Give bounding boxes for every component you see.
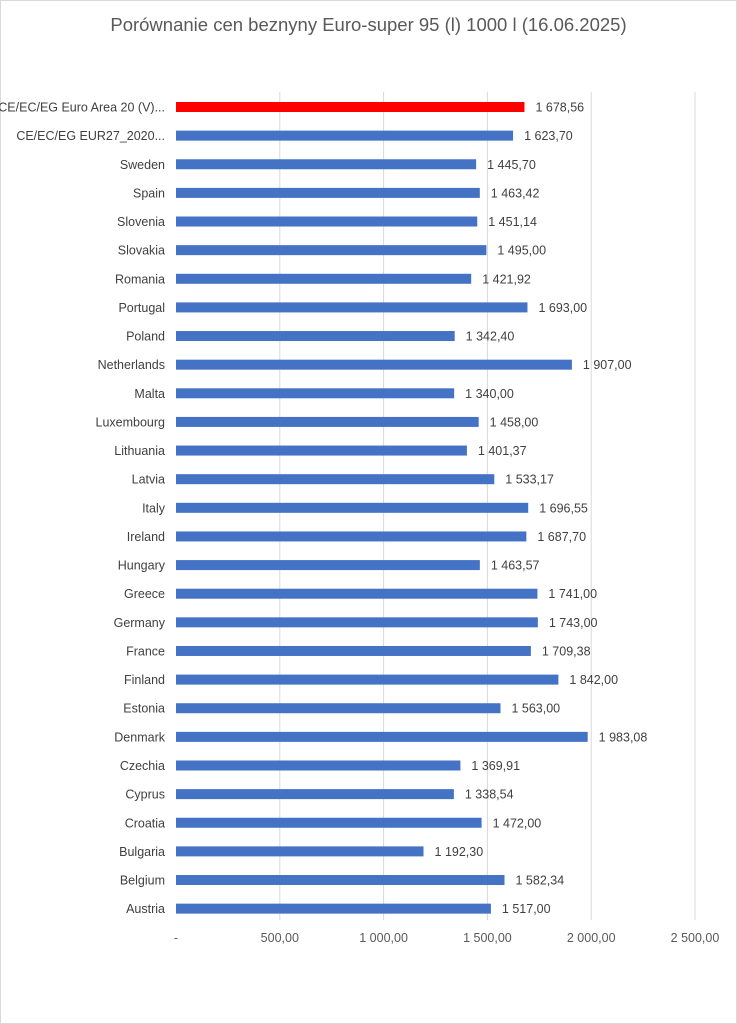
bar [176,645,531,656]
x-tick-label: 1 000,00 [359,931,408,945]
bar [176,159,477,170]
bar [176,502,529,513]
bar [176,388,455,399]
category-label: Luxembourg [96,415,166,429]
x-tick-label: 1 500,00 [463,931,512,945]
category-label: Romania [115,272,165,286]
bar [176,216,478,227]
bar [176,703,501,714]
category-label: CE/EC/EG EUR27_2020... [16,129,165,143]
bar [176,102,525,112]
category-label: Slovenia [117,215,165,229]
category-label: France [126,644,165,658]
data-label: 1 709,38 [542,644,591,658]
bar [176,416,479,427]
category-label: Italy [142,501,166,515]
category-label: Ireland [127,530,165,544]
bar [176,617,538,628]
bar [176,331,455,342]
bar [176,130,514,141]
category-label: Germany [114,616,166,630]
category-label: Czechia [120,759,165,773]
category-label: Slovakia [118,244,165,258]
data-label: 1 192,30 [435,845,484,859]
data-label: 1 741,00 [548,587,597,601]
bar [176,245,487,256]
bar [176,474,495,485]
data-label: 1 463,42 [491,186,540,200]
bar [176,560,480,571]
data-label: 1 623,70 [524,129,573,143]
data-label: 1 401,37 [478,444,527,458]
bar [176,588,538,599]
category-label: Hungary [118,559,166,573]
data-label: 1 495,00 [497,244,546,258]
data-label: 1 458,00 [490,415,539,429]
data-label: 1 842,00 [569,673,618,687]
bar [176,674,559,685]
data-label: 1 693,00 [538,301,587,315]
category-label: Sweden [120,158,165,172]
data-label: 1 533,17 [505,473,554,487]
category-label: Bulgaria [119,845,165,859]
category-label: Estonia [123,702,165,716]
bar [176,760,461,771]
data-label: 1 369,91 [471,759,520,773]
data-label: 1 582,34 [515,874,564,888]
category-label: Denmark [114,730,165,744]
data-label: 1 342,40 [466,330,515,344]
bar [176,875,505,886]
category-label: Belgium [120,874,165,888]
category-label: Malta [134,387,165,401]
data-label: 1 743,00 [549,616,598,630]
bar [176,531,527,542]
bar [176,187,480,198]
chart-title: Porównanie cen beznyny Euro-super 95 (l)… [110,14,627,35]
bar [176,789,454,800]
bar [176,359,572,370]
category-label: Cyprus [125,788,165,802]
data-label: 1 338,54 [465,788,514,802]
category-label: CE/EC/EG Euro Area 20 (V)... [0,101,165,115]
bar [176,903,491,914]
bar [176,817,482,828]
category-label: Netherlands [98,358,165,372]
bar [176,302,528,313]
category-label: Portugal [118,301,165,315]
category-label: Latvia [132,473,165,487]
bar [176,445,467,456]
data-label: 1 517,00 [502,902,551,916]
bar [176,846,424,857]
data-label: 1 445,70 [487,158,536,172]
x-tick-label: 2 000,00 [567,931,616,945]
data-label: 1 340,00 [465,387,514,401]
data-label: 1 463,57 [491,559,540,573]
data-label: 1 563,00 [511,702,560,716]
category-label: Finland [124,673,165,687]
bar [176,731,588,742]
data-label: 1 687,70 [537,530,586,544]
category-label: Austria [126,902,165,916]
data-label: 1 678,56 [535,101,584,115]
category-label: Poland [126,330,165,344]
category-label: Greece [124,587,165,601]
category-label: Spain [133,186,165,200]
x-tick-label: 500,00 [261,931,299,945]
data-label: 1 907,00 [583,358,632,372]
data-label: 1 983,08 [599,730,648,744]
data-label: 1 451,14 [488,215,537,229]
category-label: Lithuania [114,444,165,458]
data-label: 1 696,55 [539,501,588,515]
x-tick-label: 2 500,00 [671,931,720,945]
data-label: 1 421,92 [482,272,531,286]
data-label: 1 472,00 [493,816,542,830]
x-tick-label: - [174,931,178,945]
category-label: Croatia [125,816,165,830]
bar [176,273,472,284]
